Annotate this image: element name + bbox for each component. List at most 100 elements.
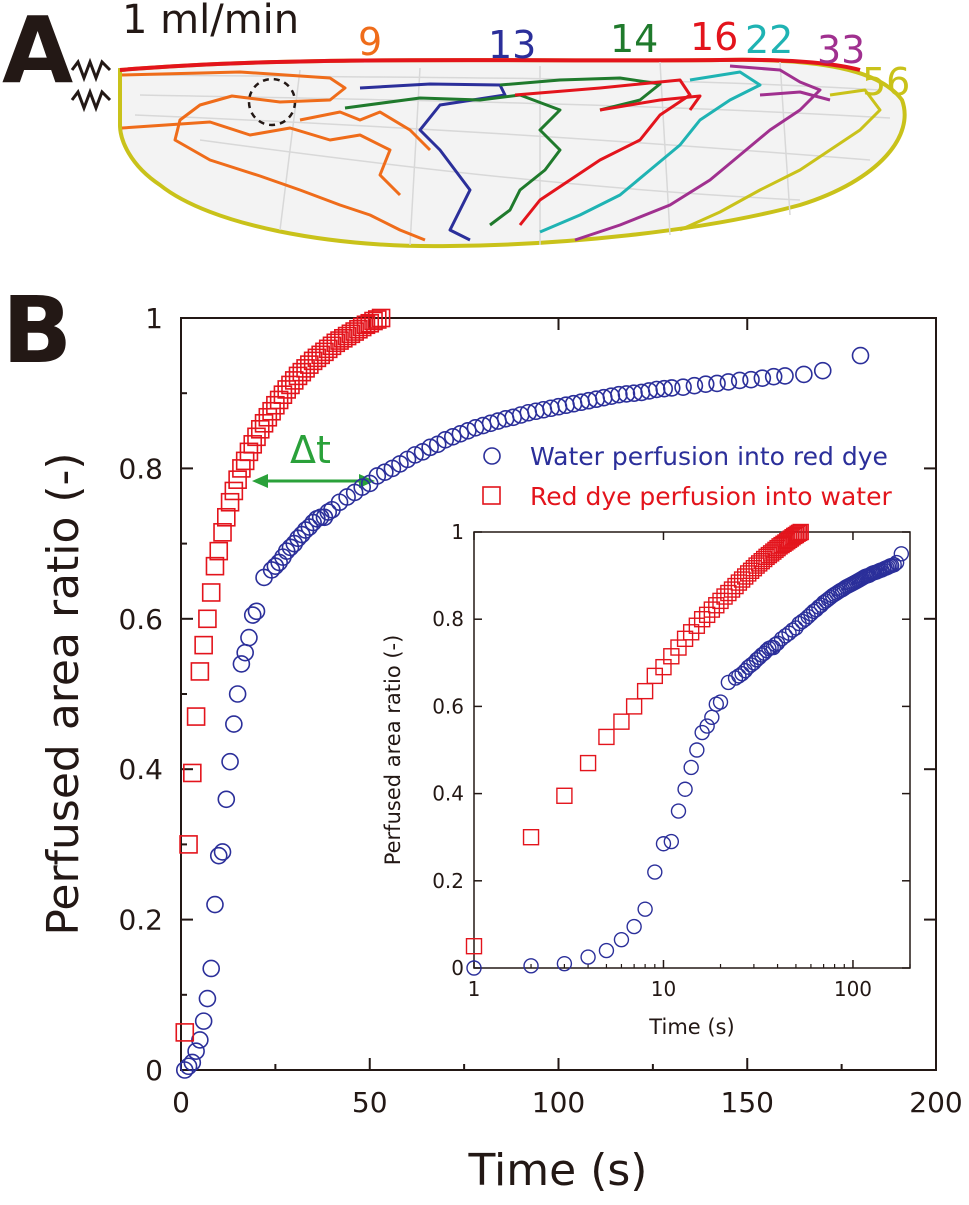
main-y-axis-title: Perfused area ratio (-) [38, 452, 89, 935]
inset-data-point-water [655, 836, 672, 852]
inset-data-point-water [663, 833, 680, 850]
data-point-water [851, 346, 870, 365]
inset-data-point-dye [625, 698, 643, 715]
data-point-water [421, 438, 439, 457]
region-label-33: 33 [817, 28, 865, 72]
panel-a-letter: A [2, 0, 73, 104]
inset-data-point-water [888, 554, 905, 571]
inset-x-axis-title: Time (s) [648, 1015, 734, 1039]
data-point-dye [364, 311, 383, 331]
inset-data-point-water [670, 803, 687, 819]
data-point-water [202, 959, 220, 978]
data-point-dye [198, 609, 217, 629]
data-point-dye [322, 336, 342, 356]
inset-y-tick-label: 0.8 [432, 607, 464, 631]
inset-data-point-water [712, 694, 729, 710]
inset-data-point-dye [792, 523, 809, 541]
wing-image [118, 57, 907, 249]
inset-data-point-water [613, 931, 630, 948]
inset-data-point-water [746, 655, 762, 671]
data-point-water [236, 643, 254, 662]
region-label-56: 56 [862, 60, 910, 104]
data-point-water [228, 685, 247, 703]
data-point-water [708, 374, 726, 393]
data-point-water [213, 843, 232, 861]
data-point-water [319, 503, 338, 521]
data-point-dye [266, 395, 285, 415]
inset-data-point-dye [730, 574, 748, 591]
data-point-water [194, 1012, 213, 1030]
inset-data-point-dye [465, 938, 483, 955]
inset-y-tick-label: 0.2 [432, 869, 464, 893]
region-labels: 9 13 14 16 22 33 56 [358, 15, 910, 104]
inset-data-point-water [737, 662, 753, 679]
data-point-water [187, 1042, 205, 1060]
panel-b-letter: B [2, 277, 72, 384]
data-point-water [776, 367, 794, 385]
inset-data-point-water [580, 949, 596, 965]
data-point-water [451, 425, 470, 443]
data-point-dye [296, 359, 315, 378]
main-y-tick-label: 1 [145, 302, 163, 335]
inset-data-point-water [647, 864, 663, 880]
data-point-dye [205, 556, 225, 576]
inset-y-tick-label: 0.6 [432, 694, 464, 718]
delta-t-label: Δt [290, 428, 331, 472]
data-point-dye [175, 1023, 195, 1042]
inset-data-point-dye [676, 630, 694, 648]
legend-label-water: Water perfusion into red dye [530, 442, 888, 471]
main-x-tick-label: 50 [352, 1086, 388, 1119]
inset-data-point-dye [646, 667, 664, 685]
data-point-dye [239, 442, 259, 462]
inset-y-axis-title: Perfused area ratio (-) [381, 635, 405, 866]
data-point-water [696, 375, 715, 393]
data-point-water [662, 379, 681, 397]
inset-data-point-water [523, 958, 539, 974]
data-point-dye [292, 362, 312, 382]
inset-data-point-water [893, 546, 910, 562]
inset-x-tick-label: 100 [834, 977, 872, 1001]
inset-data-point-water [699, 718, 715, 734]
data-point-dye [213, 523, 232, 542]
inset-data-point-dye [708, 597, 725, 614]
data-point-dye [224, 481, 244, 501]
inset-y-tick-label: 0.4 [432, 782, 464, 806]
inset-data-point-dye [703, 601, 721, 618]
inset-data-point-dye [790, 524, 808, 542]
delta-t-arrowhead-left-icon [252, 474, 268, 488]
data-point-water [225, 715, 243, 733]
inset-data-point-dye [786, 527, 803, 545]
inset-data-point-dye [787, 526, 805, 544]
main-x-tick-label: 150 [721, 1086, 774, 1119]
data-point-dye [243, 435, 263, 454]
inlet-arrows-icon [70, 57, 112, 113]
data-point-dye [179, 835, 198, 854]
main-x-axis-title: Time (s) [468, 1145, 648, 1196]
legend-label-dye: Red dye perfusion into water [530, 482, 892, 511]
inset-data-point-dye [733, 571, 751, 588]
data-point-dye [228, 470, 247, 489]
inset-data-point-dye [579, 754, 597, 772]
inset-data-point-water [886, 557, 902, 573]
inset-data-point-water [677, 781, 693, 797]
data-point-water [443, 428, 462, 446]
inset-y-tick-label: 0 [451, 956, 464, 980]
data-point-water [209, 846, 228, 865]
main-y-tick-label: 0.6 [118, 603, 163, 636]
inset-data-point-dye [782, 530, 800, 547]
data-point-dye [217, 507, 236, 527]
inset-data-point-water [797, 611, 813, 627]
data-point-dye [367, 310, 387, 329]
data-point-dye [232, 459, 251, 478]
main-y-tick-label: 0 [145, 1054, 163, 1087]
data-point-dye [220, 492, 240, 512]
data-point-water [742, 370, 760, 389]
data-point-water [436, 431, 455, 449]
data-point-dye [247, 427, 266, 447]
data-point-water [655, 379, 674, 398]
main-y-tick-label: 0.8 [118, 452, 163, 485]
region-label-16: 16 [690, 15, 738, 59]
data-point-dye [190, 662, 210, 681]
main-y-tick-label: 0.4 [118, 753, 163, 786]
